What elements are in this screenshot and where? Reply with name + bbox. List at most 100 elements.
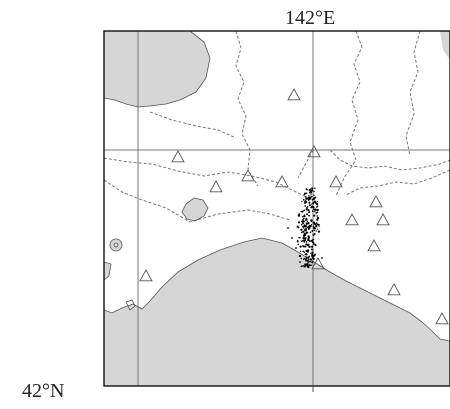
sea-south	[104, 238, 450, 386]
epicenter-dot	[304, 200, 307, 203]
epicenter-dot	[306, 219, 308, 221]
epicenter-dot	[304, 245, 307, 248]
boundary-9	[297, 149, 314, 179]
station-marker	[139, 269, 153, 282]
epicenter-dot	[306, 262, 309, 265]
lagoon-center	[113, 242, 119, 248]
epicenter-cluster	[287, 187, 323, 269]
epicenter-dot	[316, 200, 319, 203]
epicenter-dot	[313, 208, 315, 211]
west-peninsula	[104, 262, 111, 280]
epicenter-dot	[305, 209, 308, 211]
coast-lake	[181, 197, 209, 222]
epicenter-dot	[303, 214, 306, 216]
epicenter-dot	[303, 217, 305, 220]
boundary-5	[104, 179, 291, 223]
station-marker	[241, 169, 255, 182]
epicenter-dot	[308, 264, 311, 267]
epicenter-dot	[307, 236, 311, 239]
epicenter-dot	[300, 231, 303, 234]
epicenter-dot	[302, 230, 305, 233]
epicenter-dot	[304, 263, 308, 267]
epicenter-dot	[306, 207, 308, 209]
epicenter-dot	[305, 259, 308, 262]
epicenter-dot	[307, 243, 310, 246]
epicenter-dot	[295, 247, 297, 249]
epicenter-dot	[300, 223, 303, 226]
epicenter-dot	[309, 258, 312, 261]
epicenter-dot	[312, 238, 315, 241]
coast-lagoon	[109, 238, 123, 252]
epicenter-dot	[313, 194, 315, 197]
epicenter-dot	[307, 199, 310, 202]
station-marker	[329, 175, 343, 188]
epicenter-dot	[311, 229, 314, 232]
epicenter-dot	[312, 201, 315, 205]
epicenter-dot	[308, 239, 311, 243]
epicenter-dot	[308, 191, 311, 194]
epicenter-dot	[313, 214, 316, 217]
epicenter-dot	[300, 228, 303, 231]
epicenter-dot	[300, 265, 303, 268]
station-marker	[369, 195, 383, 208]
epicenter-dot	[317, 228, 319, 230]
epicenter-dot	[299, 261, 301, 263]
epicenter-dot	[315, 212, 318, 214]
epicenter-dot	[305, 241, 308, 243]
station-marker	[307, 145, 321, 158]
epicenter-dot	[301, 200, 303, 203]
epicenter-dot	[310, 195, 312, 197]
epicenter-dot	[308, 195, 310, 197]
epicenter-dot	[306, 220, 309, 222]
epicenter-dot	[308, 214, 310, 217]
boundary-1	[235, 31, 259, 187]
epicenter-dot	[303, 224, 306, 226]
epicenter-dot	[304, 239, 307, 241]
epicenter-dot	[305, 252, 307, 255]
epicenter-dot	[310, 189, 312, 191]
epicenter-dot	[312, 241, 315, 244]
epicenter-dot	[317, 209, 319, 211]
epicenter-dot	[313, 221, 315, 224]
epicenter-dot	[296, 225, 299, 228]
epicenter-dot	[310, 205, 313, 208]
lagoon	[110, 239, 122, 251]
epicenter-dot	[318, 225, 320, 227]
epicenter-dot	[303, 209, 306, 212]
epicenter-dot	[305, 227, 308, 231]
epicenter-dot	[302, 220, 305, 223]
epicenter-dot	[313, 229, 316, 232]
epicenter-dot	[300, 250, 302, 252]
epicenter-dot	[302, 250, 304, 253]
map-frame	[103, 30, 450, 387]
epicenter-dot	[310, 223, 313, 226]
epicenter-dot	[299, 236, 301, 239]
epicenter-dot	[311, 239, 313, 242]
epicenter-dot	[297, 243, 300, 246]
epicenter-dot	[308, 204, 311, 207]
epicenter-dot	[302, 245, 305, 248]
epicenter-dot	[303, 232, 306, 236]
station-marker	[387, 283, 401, 296]
epicenter-dot	[305, 196, 307, 198]
epicenter-dot	[311, 251, 314, 254]
epicenter-dot	[314, 187, 316, 190]
epicenter-dot	[305, 231, 308, 234]
land-northwest	[104, 31, 210, 107]
epicenter-dot	[296, 240, 299, 243]
epicenter-dot	[311, 253, 314, 256]
coast-northwest	[104, 31, 211, 108]
epicenter-dot	[304, 205, 307, 207]
epicenter-dot	[307, 237, 310, 241]
epicenter-dot	[313, 232, 316, 236]
epicenter-dot	[310, 252, 312, 254]
epicenter-dot	[314, 210, 316, 213]
epicenter-dot	[315, 225, 318, 228]
epicenter-dot	[301, 210, 304, 213]
boundary-8	[329, 149, 450, 171]
epicenter-dot	[311, 261, 314, 264]
epicenter-dot	[302, 222, 304, 225]
epicenter-dot	[301, 220, 304, 223]
epicenter-dot	[321, 257, 323, 259]
